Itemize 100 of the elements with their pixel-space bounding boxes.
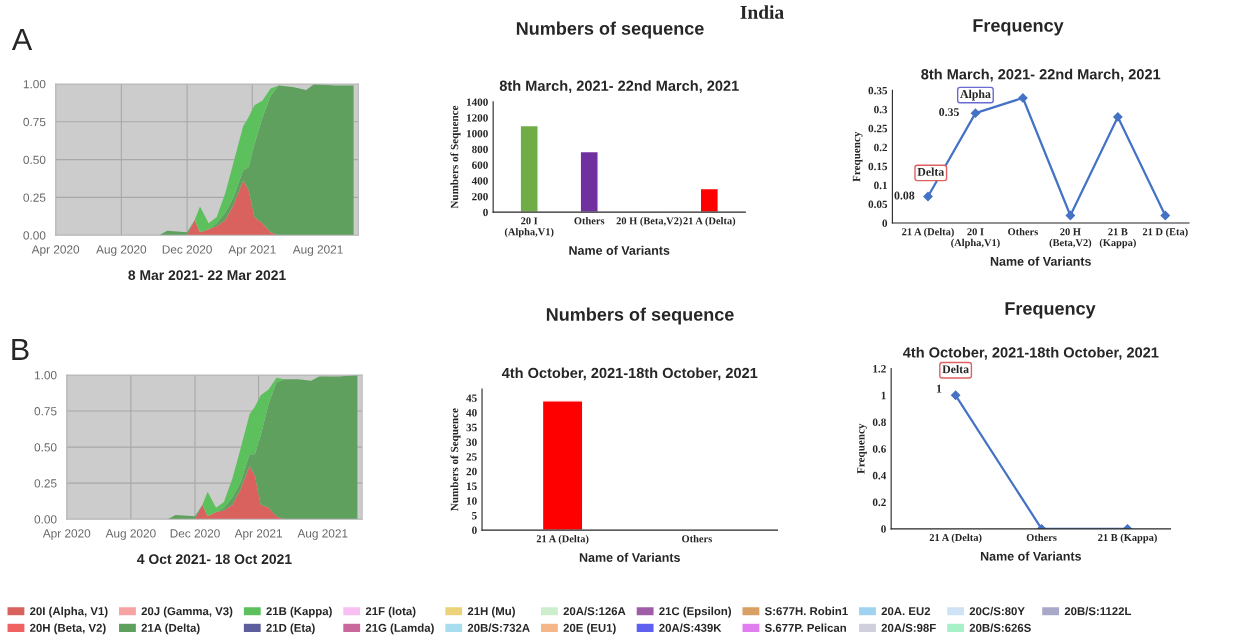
legend-label: 20A/S:439K [659,623,722,633]
legend-label: 20E (EU1) [563,623,616,635]
y-tick-label: 0.15 [868,162,888,171]
y-tick-label: 200 [472,192,488,201]
legend-label: 20A. EU2 [881,607,931,616]
legend-label: 20I (Alpha, V1) [30,606,108,618]
legend-label: S:677H. Robin1 [764,606,848,616]
y-tick-label: 1400 [466,98,488,106]
legend-label: S.677P. Pelican [764,623,846,632]
y-tick-label: 0.75 [34,407,57,416]
y-tick-label: 0.2 [872,498,886,507]
x-tick-label: Apr 2020 [31,245,80,256]
x-tick-label: 21 A (Delta) [536,534,589,545]
legend-label: 20H (Beta, V2) [30,623,106,635]
y-tick-label: 1.00 [34,371,57,380]
x-axis-title: 8 Mar 2021- 22 Mar 2021 [128,270,286,281]
text: Frequency [1005,302,1096,319]
y-tick-label: 0.00 [23,231,46,240]
bar [579,150,599,213]
x-tick-label: Aug 2020 [105,529,156,540]
y-tick-label: 0.00 [34,515,57,524]
legend-label: 20B/S:626S [969,623,1031,633]
y-tick-label: 0.50 [34,443,57,452]
point [1065,210,1075,221]
annotation: 0.08 [894,191,915,200]
bar [699,187,719,213]
x-tick-label: Others [682,534,712,543]
y-tick-label: 1200 [466,114,488,122]
x-tick-label: Others [574,217,605,225]
x-tick-label: 20 I (Alpha,V1) [504,217,554,238]
y-tick-label: 0.50 [23,155,46,164]
text: Numbers of sequence [546,307,734,325]
text: A [11,28,33,50]
x-tick-label: Others [1026,533,1057,542]
y-tick-label: 30 [466,438,477,446]
x-tick-label: Dec 2020 [170,529,220,538]
point [1160,210,1170,221]
point [923,191,933,202]
legend-label: 21F (Iota) [365,606,416,618]
y-tick-label: 15 [466,482,477,490]
legend-label: 21G (Lamda) [365,623,434,635]
y-tick-label: 45 [466,394,477,402]
y-axis-title: Numbers of Sequence [450,105,461,209]
y-tick-label: 1.2 [873,365,886,373]
y-tick-label: 40 [466,409,477,417]
y-tick-label: 5 [472,512,477,520]
x-tick-label: Dec 2020 [162,245,212,254]
legend-label: 20B/S:732A [467,623,530,633]
y-tick-label: 0 [472,526,477,535]
y-tick-label: 0 [483,208,488,217]
x-tick-label: Aug 2021 [297,529,348,540]
x-tick-label: 20 H (Beta,V2) [1049,228,1092,249]
x-axis-title: 4 Oct 2021- 18 Oct 2021 [137,554,292,565]
legend-label: 21A (Delta) [141,623,200,635]
annotation: 0.35 [939,108,959,117]
y-tick-label: 0.3 [874,105,888,114]
y-tick-label: 0.75 [23,117,46,127]
y-tick-label: 0.6 [872,445,886,453]
annotation: Delta [942,364,969,374]
y-tick-label: 1000 [466,129,488,138]
y-tick-label: 0.25 [34,479,57,488]
x-tick-label: Aug 2021 [292,245,343,256]
x-tick-label: 20 H (Beta,V2) [616,217,682,227]
chart-title: 8th March, 2021- 22nd March, 2021 [921,68,1161,82]
y-tick-label: 0.25 [23,193,46,202]
y-tick-label: 10 [466,497,477,505]
y-tick-label: 0.1 [874,181,887,190]
text: Frequency [973,19,1064,36]
y-tick-label: 800 [472,145,488,154]
x-tick-label: Apr 2021 [228,245,276,256]
y-tick-label: 0.4 [872,471,887,480]
y-axis-title: Numbers of Sequence [450,408,461,511]
x-tick-label: 21 B (Kappa) [1099,228,1136,249]
y-tick-label: 600 [472,161,488,169]
bar [519,124,539,213]
y-tick-label: 1.00 [23,80,46,89]
annotation: Alpha [960,89,991,101]
y-tick-label: 0 [881,525,886,533]
x-tick-label: Apr 2021 [234,529,282,540]
chart-title: 4th October, 2021-18th October, 2021 [902,346,1159,360]
x-tick-label: 21 A (Delta) [929,533,982,544]
y-tick-label: 0.8 [872,418,886,426]
chart-title: 4th October, 2021-18th October, 2021 [501,367,758,381]
y-tick-label: 0 [882,219,888,228]
x-axis-title: Name of Variants [990,256,1091,266]
y-tick-label: 0.2 [874,143,888,152]
x-tick-label: 21 A (Delta) [683,217,736,227]
legend-label: 21H (Mu) [467,606,515,618]
annotation: 1 [936,384,942,393]
y-axis-title: Frequency [852,131,863,182]
legend-label: 21C (Epsilon) [659,606,731,618]
legend-label: 20A/S:98F [881,623,936,633]
point [1113,112,1123,122]
chart-title: 8th March, 2021- 22nd March, 2021 [499,80,739,94]
y-tick-label: 400 [471,177,488,185]
x-axis-title: Name of Variants [579,552,680,562]
legend-label: 21D (Eta) [266,623,315,635]
x-axis-title: Name of Variants [569,245,670,255]
x-tick-label: Apr 2020 [42,529,91,540]
x-tick-label: 21 D (Eta) [1142,227,1188,238]
